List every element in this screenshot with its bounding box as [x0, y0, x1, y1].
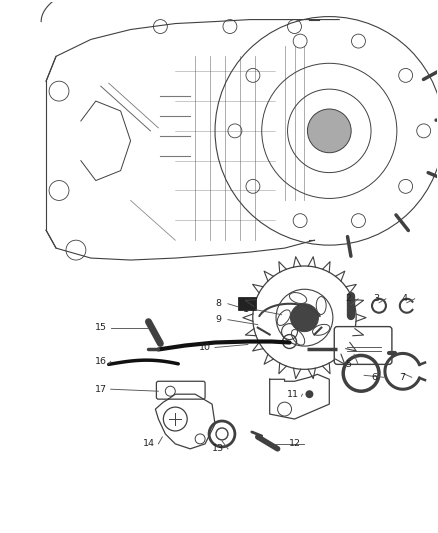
FancyBboxPatch shape	[156, 381, 205, 399]
Bar	[238, 297, 256, 310]
Text: 12: 12	[289, 439, 300, 448]
Text: 5: 5	[345, 360, 351, 369]
Text: 6: 6	[371, 373, 377, 382]
Text: 16: 16	[95, 357, 107, 366]
Text: 7: 7	[399, 373, 405, 382]
Text: 2: 2	[345, 294, 351, 303]
Text: 1: 1	[243, 305, 249, 314]
Text: 14: 14	[142, 439, 155, 448]
Text: 9: 9	[215, 315, 221, 324]
Text: 4: 4	[402, 294, 408, 303]
Text: 11: 11	[286, 390, 299, 399]
Circle shape	[307, 109, 351, 153]
Text: 13: 13	[212, 445, 224, 454]
FancyBboxPatch shape	[334, 327, 392, 365]
Circle shape	[305, 390, 314, 398]
Text: 17: 17	[95, 385, 107, 394]
Text: 15: 15	[95, 323, 107, 332]
Text: 10: 10	[199, 343, 211, 352]
Circle shape	[290, 304, 318, 332]
Text: 8: 8	[215, 299, 221, 308]
Text: 3: 3	[373, 294, 379, 303]
